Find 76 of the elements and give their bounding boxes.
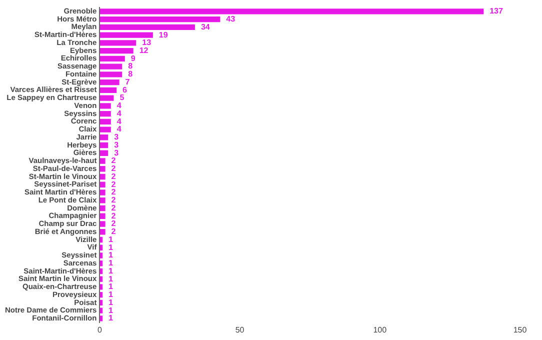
data-label: 2 <box>111 172 116 181</box>
data-label: 2 <box>111 188 116 197</box>
bar <box>100 190 106 196</box>
bar <box>100 158 106 164</box>
bar <box>100 142 108 148</box>
data-label: 8 <box>128 70 134 79</box>
bar <box>100 87 117 93</box>
data-label: 3 <box>114 140 120 150</box>
data-label: 2 <box>111 164 116 174</box>
data-label: 1 <box>108 242 114 252</box>
data-label: 3 <box>114 148 120 158</box>
data-label: 4 <box>116 116 122 126</box>
data-label: 1 <box>108 258 114 268</box>
data-label: 7 <box>125 77 130 86</box>
data-label: 5 <box>120 93 125 102</box>
bar <box>100 126 111 132</box>
data-label: 2 <box>111 211 116 220</box>
data-label: 1 <box>108 266 114 276</box>
bar <box>100 252 102 258</box>
x-tick-label: 150 <box>513 325 528 334</box>
bar <box>100 32 153 38</box>
bar <box>100 316 102 322</box>
bar <box>100 221 106 227</box>
data-label: 2 <box>111 203 116 212</box>
bar <box>100 205 106 212</box>
data-label: 2 <box>111 196 116 205</box>
bar <box>100 110 111 117</box>
data-label: 1 <box>108 274 114 284</box>
data-label: 137 <box>490 6 504 16</box>
bar <box>100 103 111 109</box>
bar <box>100 166 106 172</box>
bar <box>100 174 106 180</box>
data-label: 6 <box>122 85 128 94</box>
bar <box>100 8 484 14</box>
data-label: 12 <box>139 46 149 55</box>
data-label: 8 <box>128 62 134 71</box>
data-label: 19 <box>158 30 168 40</box>
bar <box>100 182 106 188</box>
bar <box>100 48 134 54</box>
bar <box>100 64 122 70</box>
data-label: 2 <box>111 156 116 166</box>
x-tick-label: 100 <box>373 325 388 334</box>
bar <box>100 72 122 78</box>
data-label: 13 <box>142 38 152 48</box>
data-label: 1 <box>108 250 114 260</box>
data-label: 1 <box>108 234 114 244</box>
bar <box>100 213 106 219</box>
data-label: 2 <box>111 227 116 236</box>
bar <box>100 150 108 156</box>
data-label: 1 <box>108 314 114 323</box>
data-label: 4 <box>116 108 122 118</box>
data-label: 43 <box>226 14 236 24</box>
bar <box>100 56 125 62</box>
bar <box>100 79 120 86</box>
bar <box>100 134 108 140</box>
data-label: 4 <box>116 101 122 110</box>
bar <box>100 198 106 204</box>
data-label: 3 <box>114 132 120 142</box>
bar <box>100 284 102 290</box>
bar <box>100 24 195 30</box>
data-label: 2 <box>111 219 116 228</box>
data-label: 2 <box>111 180 116 189</box>
bar <box>100 229 106 235</box>
bar <box>100 40 136 46</box>
bar <box>100 95 114 101</box>
data-label: 1 <box>108 306 114 315</box>
data-label: 9 <box>130 54 136 63</box>
bar <box>100 16 220 22</box>
data-label: 34 <box>200 22 210 32</box>
bar <box>100 118 111 124</box>
data-label: 4 <box>116 124 122 134</box>
data-label: 1 <box>108 298 114 307</box>
x-tick-label: 0 <box>97 325 102 334</box>
data-label: 1 <box>108 282 114 292</box>
x-tick-label: 50 <box>235 325 245 334</box>
data-label: 1 <box>108 290 114 300</box>
